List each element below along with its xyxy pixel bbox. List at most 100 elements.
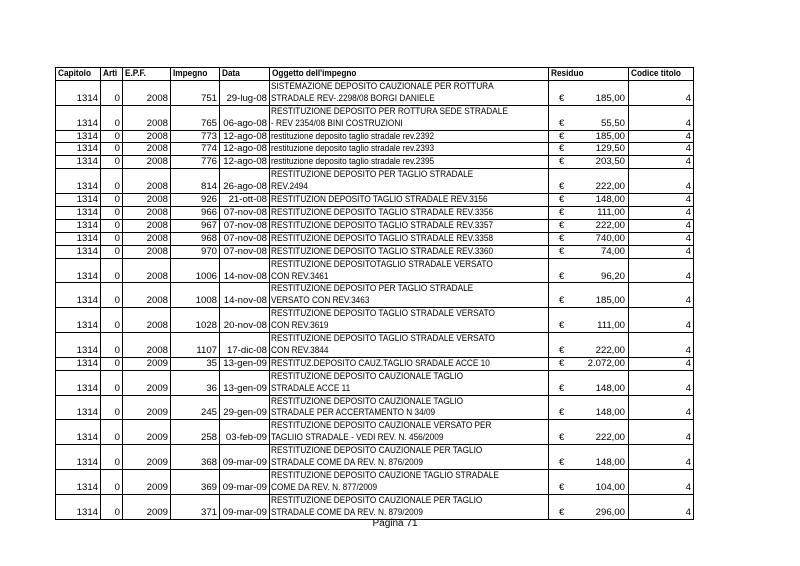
cell-codice: 4 [628,168,694,195]
cell-capitolo: 1314 [55,155,101,170]
oggetto-line: RESTITUZIONE DEPOSITO CAUZIONALE PER TAG… [271,494,483,506]
column-header-label: Impegno [173,68,208,79]
cell-residuo: €222,00 [548,419,629,446]
cell-residuo: €96,20 [548,257,629,284]
cell-epf: 2008 [122,104,171,131]
currency-symbol: € [559,143,565,155]
cell-impegno: 1028 [170,307,220,334]
table-row: 1314 0 2008 1028 20-nov-08 RESTITUZIONE DEPOS… [55,307,694,334]
cell-impegno: 926 [170,193,220,207]
cell-capitolo: 1314 [55,469,101,495]
cell-data: 14-nov-08 [219,257,270,284]
cell-residuo: €740,00 [548,231,629,246]
cell-arti: 0 [100,369,123,396]
oggetto-line: STRADALE REV-.2298/08 BORGI DANIELE [271,92,435,104]
cell-data: 06-ago-08 [219,104,270,131]
oggetto-line: REV.2494 [271,181,308,193]
oggetto-line: COME DA REV. N. 877/2009 [271,481,378,493]
cell-capitolo: 1314 [55,356,101,371]
cell-codice: 4 [628,394,694,421]
table-row: 1314 0 2008 1006 14-nov-08 RESTITUZIONE DEPOS… [55,257,694,284]
cell-impegno: 968 [170,231,220,246]
cell-oggetto: RESTITUZIONE DEPOSITO CAUZIONALE VERSATO… [269,419,549,446]
currency-symbol: € [559,407,565,419]
cell-oggetto: RESTITUZIONE DEPOSITO TAGLIO STRADALE VE… [269,332,549,358]
cell-epf: 2009 [122,493,171,520]
oggetto-line: RESTITUZIONE DEPOSITO TAGLIO STRADALE VE… [271,308,495,320]
cell-capitolo: 1314 [55,205,101,220]
cell-residuo: €185,00 [548,282,629,309]
cell-epf: 2009 [122,356,171,371]
cell-codice: 4 [628,79,694,106]
cell-residuo: €222,00 [548,168,629,195]
column-header-codice: Codice titolo [628,67,694,81]
cell-residuo: €148,00 [548,193,629,207]
residuo-value: 740,00 [595,232,625,244]
cell-epf: 2008 [122,332,171,358]
residuo-value: 222,00 [595,432,625,444]
cell-residuo: €111,00 [548,307,629,334]
cell-oggetto: RESTITUZIONE DEPOSITO PER ROTTURA SEDE S… [269,104,549,131]
table-row: 1314 0 2008 1008 14-nov-08 RESTITUZIONE DEPOS… [55,282,694,309]
cell-codice: 4 [628,356,694,371]
cell-data: 09-mar-09 [219,444,270,470]
cell-arti: 0 [100,332,123,358]
cell-codice: 4 [628,444,694,470]
oggetto-line: TAGLIIO STRADALE - VEDI REV. N. 456/2009 [271,432,444,444]
column-header-label: Residuo [551,68,584,79]
cell-data: 13-gen-09 [219,369,270,396]
cell-capitolo: 1314 [55,168,101,195]
oggetto-line: RESTITUZIONE DEPOSITO PER TAGLIO STRADAL… [271,283,474,295]
cell-impegno: 36 [170,369,220,396]
cell-data: 09-mar-09 [219,469,270,495]
cell-epf: 2008 [122,79,171,106]
currency-symbol: € [559,270,565,282]
table-row: 1314 0 2008 1107 17-dic-08 RESTITUZIONE DEPOS… [55,332,694,358]
residuo-value: 2.072,00 [587,357,625,369]
oggetto-line: RESTITUZIONE DEPOSITO TAGLIO STRADALE RE… [271,232,494,244]
cell-epf: 2009 [122,469,171,495]
cell-epf: 2008 [122,155,171,170]
table-row: 1314 0 2009 258 03-feb-09 RESTITUZIONE DEPOSI… [55,419,694,446]
cell-impegno: 966 [170,205,220,220]
residuo-value: 74,00 [600,245,625,257]
residuo-value: 129,50 [595,143,625,155]
cell-residuo: €296,00 [548,493,629,520]
cell-residuo: €55,50 [548,104,629,131]
oggetto-line: CON REV.3619 [271,320,329,332]
cell-capitolo: 1314 [55,104,101,131]
cell-oggetto: restituzione deposito taglio stradale re… [269,129,549,144]
table-row: 1314 0 2008 970 07-nov-08 RESTITUZIONE DEPOSI… [55,244,694,259]
cell-arti: 0 [100,493,123,520]
oggetto-line: restituzione deposito taglio stradale re… [271,143,435,155]
cell-epf: 2008 [122,218,171,233]
cell-data: 07-nov-08 [219,244,270,259]
cell-oggetto: RESTITUZIONE DEPOSITO TAGLIO STRADALE RE… [269,205,549,220]
cell-oggetto: RESTITUZIONE DEPOSITO CAUZIONALE TAGLIO S… [269,369,549,396]
oggetto-line: restituzione deposito taglio stradale re… [271,130,435,142]
oggetto-line: RESTITUZIONE DEPOSITO TAGLIO STRADALE RE… [271,206,494,218]
oggetto-line: RESTITUZIONE DEPOSITO CAUZIONALE TAGLIO [271,395,464,407]
cell-impegno: 1006 [170,257,220,284]
cell-codice: 4 [628,307,694,334]
cell-codice: 4 [628,142,694,157]
cell-capitolo: 1314 [55,444,101,470]
cell-arti: 0 [100,168,123,195]
cell-codice: 4 [628,193,694,207]
impegni-table: Capitolo Arti E.P.F. Impegno Data Oggetto del… [55,67,694,520]
currency-symbol: € [559,481,565,493]
residuo-value: 148,00 [595,457,625,469]
column-header-label: Arti [103,68,118,79]
cell-capitolo: 1314 [55,282,101,309]
header-row: Capitolo Arti E.P.F. Impegno Data Oggetto del… [55,67,694,81]
residuo-value: 55,50 [600,117,625,129]
cell-capitolo: 1314 [55,257,101,284]
cell-capitolo: 1314 [55,193,101,207]
cell-epf: 2008 [122,244,171,259]
cell-arti: 0 [100,419,123,446]
table-row: 1314 0 2008 765 06-ago-08 RESTITUZIONE DEPOSI… [55,104,694,131]
cell-oggetto: RESTITUZIONE DEPOSITO CAUZIONALE PER TAG… [269,444,549,470]
cell-data: 12-ago-08 [219,142,270,157]
cell-data: 21-ott-08 [219,193,270,207]
cell-oggetto: RESTITUZIONE DEPOSITO TAGLIO STRADALE RE… [269,244,549,259]
